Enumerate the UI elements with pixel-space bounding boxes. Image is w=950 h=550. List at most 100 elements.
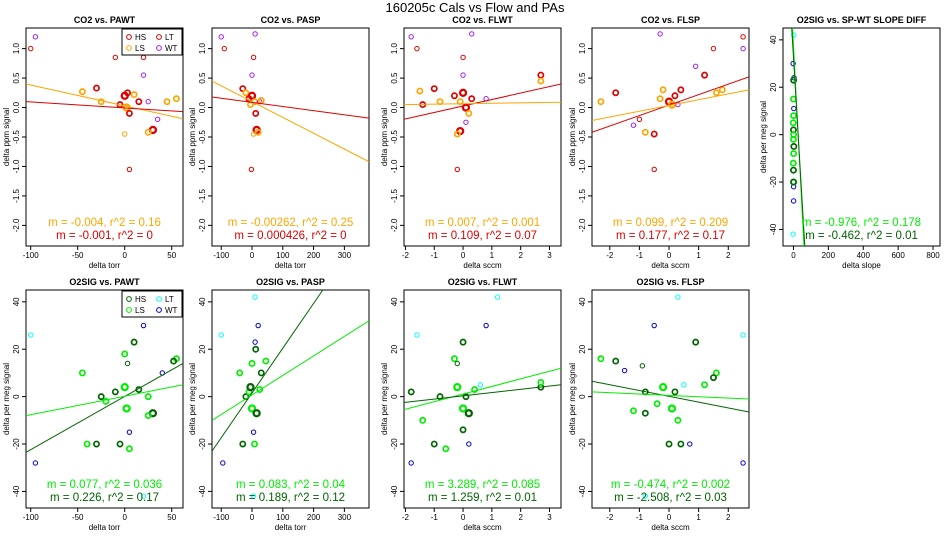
x-tick-label: 1 bbox=[696, 251, 701, 260]
data-point bbox=[681, 382, 687, 388]
data-point bbox=[408, 34, 414, 40]
y-tick-label: -40 bbox=[198, 485, 207, 497]
chart-title: O2SIG vs. FLSP bbox=[636, 277, 704, 287]
data-point bbox=[790, 95, 797, 103]
regression-line bbox=[26, 363, 183, 453]
data-point bbox=[172, 95, 180, 103]
x-tick-label: 800 bbox=[926, 251, 940, 260]
legend-marker bbox=[126, 45, 132, 51]
x-tick-label: 2 bbox=[518, 251, 523, 260]
x-tick-label: 50 bbox=[167, 251, 176, 260]
data-point bbox=[790, 198, 797, 204]
fit-annotation: m = -2.508, r^2 = 0.03 bbox=[614, 492, 727, 504]
data-points bbox=[597, 294, 746, 499]
x-tick-label: 200 bbox=[307, 251, 321, 260]
data-point bbox=[408, 460, 414, 466]
data-point bbox=[125, 445, 133, 453]
x-tick-label: 200 bbox=[822, 251, 836, 260]
data-point bbox=[740, 460, 746, 466]
data-point bbox=[250, 131, 257, 137]
x-axis-label: delta sccm bbox=[651, 523, 690, 532]
x-tick-label: -100 bbox=[213, 513, 230, 522]
data-point bbox=[789, 119, 797, 127]
fit-annotation: m = 0.007, r^2 = 0.001 bbox=[425, 217, 540, 229]
data-point bbox=[125, 109, 133, 117]
data-point bbox=[677, 86, 685, 94]
data-point bbox=[454, 360, 460, 367]
data-point bbox=[710, 374, 717, 382]
fit-annotation: m = -0.00262, r^2 = 0.25 bbox=[228, 217, 354, 229]
y-tick-label: -1.5 bbox=[12, 188, 21, 202]
data-point bbox=[692, 63, 699, 69]
data-point bbox=[621, 367, 628, 374]
chart-title: CO2 vs. PASP bbox=[261, 15, 321, 25]
chart-co2-flwt: CO2 vs. FLWT -2 -1 0 1 2 3 -2.0 -1.5 -1.0 -0.5 0.0 0… bbox=[380, 15, 562, 270]
x-tick-label: -50 bbox=[72, 513, 84, 522]
legend-box bbox=[121, 28, 183, 56]
y-tick-label: -20 bbox=[578, 438, 587, 450]
chart-title: O2SIG vs. PASP bbox=[256, 277, 325, 287]
regression-line bbox=[26, 384, 183, 417]
chart-o2sig-flsp: O2SIG vs. FLSP -2 -1 0 1 2 -40 -20 0 20 40 delta sc… bbox=[568, 277, 750, 532]
x-tick-label: 0 bbox=[122, 513, 127, 522]
regression-lines bbox=[404, 83, 561, 120]
data-point bbox=[494, 294, 501, 300]
data-point bbox=[218, 332, 224, 338]
y-tick-label: 0.5 bbox=[198, 72, 207, 84]
y-tick-label: -1.5 bbox=[198, 188, 207, 202]
y-axis-label: delta per meg signal bbox=[2, 363, 11, 435]
data-point bbox=[789, 159, 797, 167]
legend-label: HS bbox=[135, 295, 146, 304]
legend-label: LS bbox=[135, 306, 145, 315]
plot-frame bbox=[25, 289, 184, 509]
y-tick-label: 40 bbox=[769, 35, 778, 44]
regression-lines bbox=[592, 380, 749, 413]
fit-annotation: m = -0.001, r^2 = 0 bbox=[56, 230, 153, 242]
data-point bbox=[255, 322, 261, 329]
y-tick-label: 20 bbox=[12, 344, 21, 353]
x-tick-label: 2 bbox=[726, 513, 731, 522]
data-point bbox=[122, 131, 128, 137]
regression-line bbox=[404, 384, 561, 404]
fit-annotation: m = -0.462, r^2 = 0.01 bbox=[805, 230, 918, 242]
x-tick-label: 1 bbox=[490, 251, 495, 260]
data-point bbox=[252, 409, 261, 418]
data-point bbox=[718, 86, 726, 94]
data-point bbox=[126, 166, 133, 173]
data-point bbox=[642, 493, 649, 499]
data-point bbox=[477, 382, 484, 388]
y-tick-label: -0.5 bbox=[578, 130, 587, 144]
y-tick-label: 0.5 bbox=[390, 72, 399, 84]
chart-title: CO2 vs. FLWT bbox=[452, 15, 513, 25]
data-point bbox=[710, 45, 717, 52]
data-point bbox=[790, 112, 798, 120]
y-tick-label: 1.0 bbox=[12, 43, 21, 55]
x-axis-label: delta sccm bbox=[463, 261, 502, 270]
data-point bbox=[144, 412, 152, 420]
x-tick-label: -100 bbox=[23, 513, 40, 522]
data-point bbox=[83, 440, 91, 448]
data-point bbox=[257, 369, 265, 377]
y-axis-label: delta per meg signal bbox=[380, 363, 389, 435]
data-point bbox=[459, 426, 467, 434]
regression-line bbox=[592, 89, 749, 121]
regression-lines bbox=[212, 290, 369, 452]
y-tick-label: -0.5 bbox=[198, 130, 207, 144]
y-tick-label: 0.0 bbox=[12, 101, 21, 113]
data-points bbox=[789, 32, 798, 237]
data-point bbox=[463, 119, 469, 125]
chart-title: CO2 vs. PAWT bbox=[74, 15, 136, 25]
data-point bbox=[250, 493, 257, 499]
data-point bbox=[250, 54, 257, 61]
y-axis-label: delta ppm signal bbox=[380, 108, 389, 166]
regression-line bbox=[212, 290, 324, 452]
y-tick-label: 0.0 bbox=[198, 101, 207, 113]
regression-line bbox=[212, 320, 369, 421]
data-point bbox=[120, 383, 129, 392]
data-point bbox=[450, 92, 458, 100]
y-tick-label: 20 bbox=[769, 82, 778, 91]
x-tick-label: 100 bbox=[276, 513, 290, 522]
data-point bbox=[140, 54, 147, 61]
y-tick-label: 0 bbox=[12, 394, 21, 399]
legend-marker bbox=[156, 296, 162, 302]
